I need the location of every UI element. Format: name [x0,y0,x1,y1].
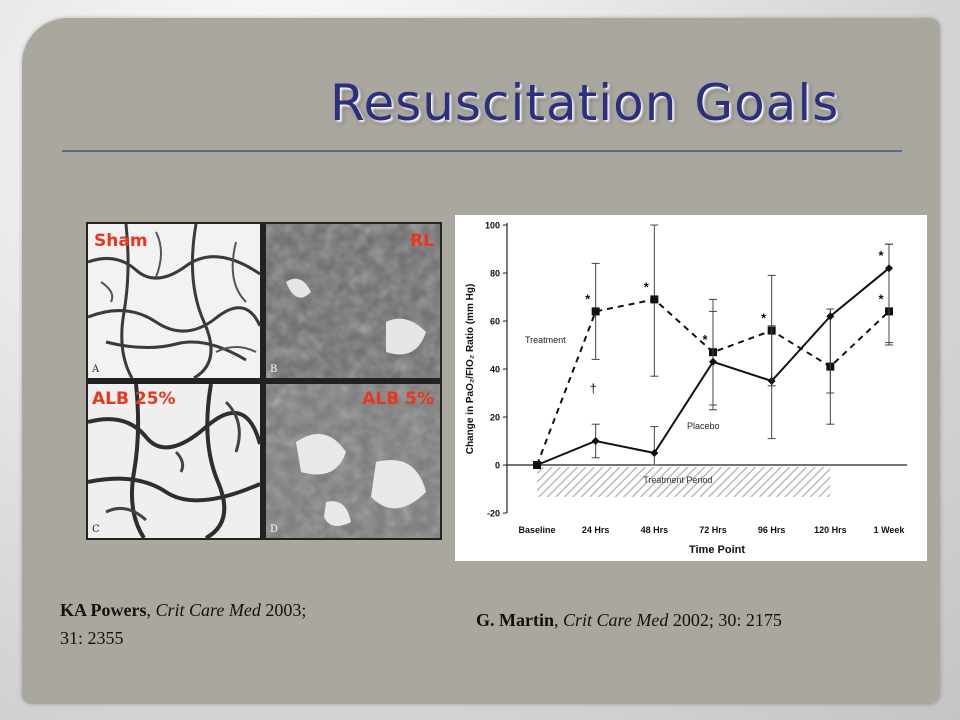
citation-martin-journal: Crit Care Med [563,610,669,630]
panel-label-alb25: ALB 25% [92,389,176,409]
dagger-symbol: † [590,381,597,396]
citation-powers: KA Powers, Crit Care Med 2003; 31: 2355 [60,596,400,652]
y-axis-label: Change in PaO₂/FIO₂ Ratio (mm Hg) [465,284,476,455]
slide-title: Resuscitation Goals [330,74,840,132]
treatment-significance-star: * [644,279,650,294]
panel-letter-c: C [92,524,100,535]
citation-powers-volume: 31: 2355 [60,628,124,648]
x-tick-label: 24 Hrs [582,525,610,535]
citation-martin-rest: 2002; 30: 2175 [668,610,782,630]
x-axis-label: Time Point [689,544,745,556]
micrograph-alb5 [266,384,440,538]
treatment-point [591,307,600,316]
citation-powers-year: 2003; [260,600,307,620]
placebo-point [885,264,893,273]
panel-letter-b: B [270,364,277,375]
citation-martin-author: G. Martin [476,610,554,630]
micrograph-rl [266,224,440,378]
panel-letter-a: A [91,364,100,375]
treatment-series-label: Treatment [525,335,566,345]
x-tick-label: 72 Hrs [699,525,727,535]
x-tick-label: 1 Week [874,525,906,535]
placebo-point [533,461,541,469]
y-tick-label: 0 [495,461,500,471]
placebo-point [767,377,776,385]
placebo-point [650,449,659,457]
treatment-significance-star: * [761,311,767,326]
x-tick-label: 96 Hrs [758,525,786,535]
citation-martin-sep: , [554,610,563,630]
citation-powers-sep: , [146,600,156,620]
x-tick-label: 48 Hrs [641,525,669,535]
treatment-period-region [537,467,831,497]
citation-martin: G. Martin, Crit Care Med 2002; 30: 2175 [476,610,782,631]
x-tick-label: 120 Hrs [814,525,847,535]
treatment-significance-star: * [702,332,708,347]
treatment-point [650,295,659,304]
y-tick-label: 40 [490,365,500,375]
placebo-point [709,357,717,366]
title-divider [62,150,902,152]
treatment-significance-star: * [878,291,884,306]
placebo-point [591,437,600,445]
micrograph-sham [87,223,262,380]
y-tick-label: 20 [490,413,500,423]
placebo-series-label: Placebo [687,421,720,431]
y-tick-label: -20 [487,509,500,519]
y-tick-label: 80 [490,269,500,279]
treatment-significance-star: * [585,291,591,306]
panel-label-alb5: ALB 5% [362,389,434,409]
panel-label-sham: Sham [94,231,148,251]
lung-histology-figure: Sham RL ALB 25% ALB 5% A B C D [86,222,442,540]
citation-powers-journal: Crit Care Med [155,600,261,620]
panel-label-rl: RL [410,231,434,251]
y-tick-label: 60 [490,317,500,327]
y-tick-label: 100 [485,221,500,231]
micrograph-alb25 [87,383,262,540]
placebo-significance-star: * [878,248,884,263]
treatment-period-label: Treatment Period [643,475,712,485]
citation-powers-author: KA Powers [60,600,147,620]
x-tick-label: Baseline [518,525,555,535]
pao2-chart: Treatment Period -20 0 20 40 60 80 100 Baseline 2… [455,215,927,561]
placebo-point [826,312,835,321]
panel-letter-d: D [270,524,278,535]
